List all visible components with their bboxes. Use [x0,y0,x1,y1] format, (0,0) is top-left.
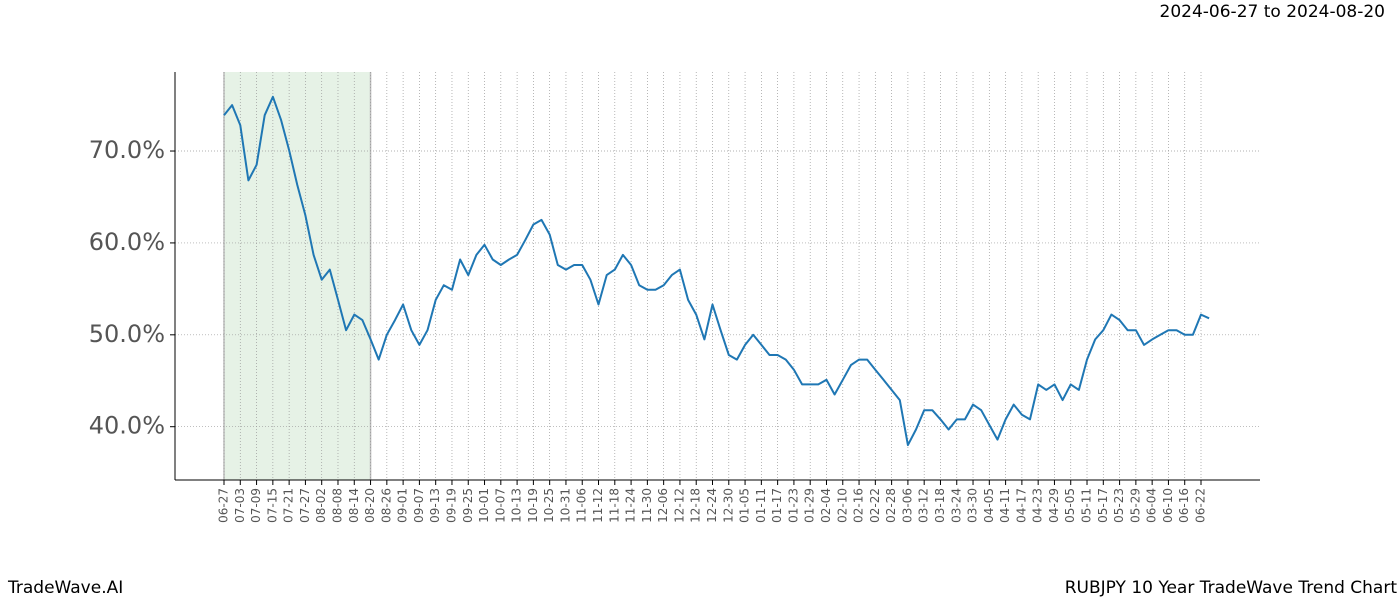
x-tick-label: 12-24 [705,488,719,523]
x-tick-label: 06-22 [1194,488,1208,523]
x-tick-label: 02-22 [868,488,882,523]
y-tick-label: 40.0% [89,412,165,440]
x-tick-label: 10-19 [526,488,540,523]
y-tick-label: 70.0% [89,136,165,164]
x-tick-label: 05-17 [1096,488,1110,523]
x-tick-label: 02-10 [835,488,849,523]
x-tick-label: 03-24 [949,488,963,523]
x-tick-label: 07-03 [233,488,247,523]
x-tick-label: 01-11 [754,488,768,523]
date-range: 2024-06-27 to 2024-08-20 [1160,2,1385,22]
x-tick-label: 03-30 [966,488,980,523]
highlight-window [224,72,371,480]
x-tick-label: 01-29 [803,488,817,523]
x-tick-label: 03-12 [917,488,931,523]
x-tick-label: 09-19 [444,488,458,523]
x-tick-label: 02-16 [852,488,866,523]
x-tick-label: 11-12 [591,488,605,523]
x-tick-label: 09-01 [396,488,410,523]
x-tick-label: 07-21 [282,488,296,523]
x-tick-label: 05-05 [1063,488,1077,523]
x-tick-label: 04-17 [1014,488,1028,523]
x-tick-label: 11-24 [624,488,638,523]
y-tick-label: 50.0% [89,320,165,348]
x-tick-label: 04-23 [1031,488,1045,523]
x-tick-label: 01-17 [770,488,784,523]
x-tick-label: 05-11 [1080,488,1094,523]
x-tick-label: 08-02 [314,488,328,523]
x-tick-label: 08-26 [379,488,393,523]
x-tick-label: 11-18 [607,488,621,523]
x-tick-label: 09-13 [428,488,442,523]
x-tick-label: 11-30 [640,488,654,523]
x-tick-label: 06-04 [1145,488,1159,523]
x-tick-label: 02-04 [819,488,833,523]
x-tick-label: 03-18 [933,488,947,523]
caption: RUBJPY 10 Year TradeWave Trend Chart [1065,578,1398,598]
x-tick-label: 10-13 [510,488,524,523]
x-tick-label: 01-23 [786,488,800,523]
x-tick-label: 06-27 [217,488,231,523]
x-tick-label: 08-08 [330,488,344,523]
x-tick-label: 04-05 [982,488,996,523]
x-tick-label: 05-23 [1112,488,1126,523]
x-tick-label: 10-25 [542,488,556,523]
x-tick-label: 07-15 [265,488,279,523]
x-tick-label: 08-20 [363,488,377,523]
x-tick-label: 09-25 [461,488,475,523]
x-tick-label: 11-06 [575,488,589,523]
x-tick-label: 03-06 [900,488,914,523]
x-tick-label: 06-16 [1177,488,1191,523]
x-tick-label: 10-07 [493,488,507,523]
x-tick-label: 04-11 [998,488,1012,523]
x-tick-label: 10-31 [558,488,572,523]
x-tick-label: 05-29 [1128,488,1142,523]
x-tick-label: 12-06 [656,488,670,523]
x-tick-label: 08-14 [347,488,361,523]
trend-line [223,95,1210,447]
x-tick-label: 07-27 [298,488,312,523]
x-tick-label: 12-30 [721,488,735,523]
brand: TradeWave.AI [7,578,123,598]
x-tick-label: 10-01 [477,488,491,523]
x-tick-label: 04-29 [1047,488,1061,523]
x-tick-label: 12-12 [672,488,686,523]
x-tick-label: 01-05 [738,488,752,523]
y-tick-label: 60.0% [89,228,165,256]
x-tick-label: 09-07 [412,488,426,523]
x-tick-label: 02-28 [884,488,898,523]
x-tick-label: 12-18 [689,488,703,523]
x-tick-label: 06-10 [1161,488,1175,523]
x-tick-label: 07-09 [249,488,263,523]
